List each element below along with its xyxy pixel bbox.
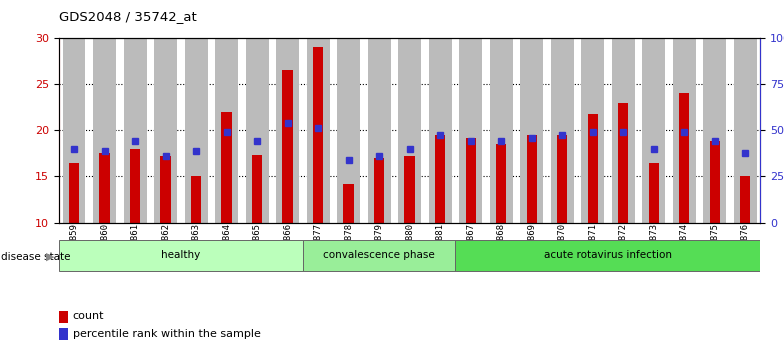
Bar <box>161 156 171 223</box>
Text: count: count <box>73 312 104 321</box>
Bar <box>69 162 79 223</box>
Text: convalescence phase: convalescence phase <box>323 250 435 260</box>
Bar <box>710 141 720 223</box>
Bar <box>435 135 445 223</box>
Bar <box>456 240 760 271</box>
Bar <box>466 138 476 223</box>
Bar <box>581 38 604 223</box>
Bar <box>215 38 238 223</box>
Bar <box>59 240 303 271</box>
Bar <box>337 38 360 223</box>
Text: healthy: healthy <box>162 250 201 260</box>
Text: percentile rank within the sample: percentile rank within the sample <box>73 329 260 338</box>
Bar <box>612 38 634 223</box>
Bar <box>521 38 543 223</box>
Bar <box>154 38 177 223</box>
Bar <box>679 93 689 223</box>
Bar <box>618 102 628 223</box>
Bar <box>343 184 354 223</box>
Bar <box>191 176 201 223</box>
Bar <box>429 38 452 223</box>
Bar <box>100 153 110 223</box>
Bar <box>185 38 208 223</box>
Text: acute rotavirus infection: acute rotavirus infection <box>544 250 672 260</box>
Bar <box>303 240 456 271</box>
Bar <box>405 156 415 223</box>
Bar <box>374 158 384 223</box>
Bar <box>490 38 513 223</box>
Text: GDS2048 / 35742_at: GDS2048 / 35742_at <box>59 10 197 23</box>
Bar <box>124 38 147 223</box>
Bar <box>734 38 757 223</box>
Bar <box>673 38 695 223</box>
Text: disease state: disease state <box>1 252 71 262</box>
Bar <box>307 38 329 223</box>
Bar <box>252 155 263 223</box>
Bar <box>368 38 390 223</box>
Bar <box>59 328 68 340</box>
Bar <box>59 310 68 323</box>
Bar <box>93 38 116 223</box>
Bar <box>557 135 568 223</box>
Bar <box>496 144 506 223</box>
Bar <box>282 70 292 223</box>
Text: ▶: ▶ <box>45 252 54 262</box>
Bar <box>642 38 665 223</box>
Bar <box>130 149 140 223</box>
Bar <box>550 38 574 223</box>
Bar <box>527 135 537 223</box>
Bar <box>587 114 598 223</box>
Bar <box>398 38 421 223</box>
Bar <box>313 47 323 223</box>
Bar <box>459 38 482 223</box>
Bar <box>703 38 726 223</box>
Bar <box>276 38 299 223</box>
Bar <box>648 162 659 223</box>
Bar <box>221 112 232 223</box>
Bar <box>740 176 750 223</box>
Bar <box>63 38 85 223</box>
Bar <box>245 38 269 223</box>
